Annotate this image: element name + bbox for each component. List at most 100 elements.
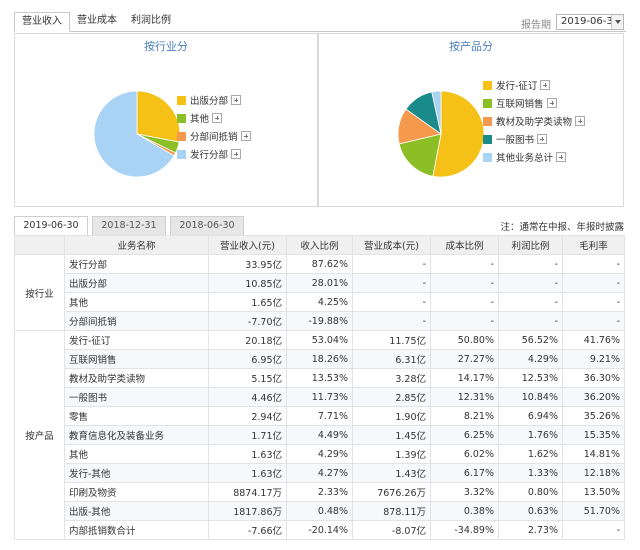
pie-slice[interactable]	[136, 90, 181, 143]
tab-2018-12-31[interactable]: 2018-12-31	[92, 216, 166, 235]
industry-panel-title: 按行业分	[144, 40, 188, 53]
value-cell: 8.21%	[430, 406, 499, 426]
value-cell: -	[352, 254, 431, 274]
expand-plus-icon[interactable]	[540, 80, 551, 90]
tab-profit-ratio[interactable]: 利润比例	[131, 15, 171, 26]
legend-item[interactable]: 分部间抵销	[177, 127, 251, 145]
table-row: 教材及助学类读物 5.15亿 13.53% 3.28亿 14.17% 12.53% 36.3…	[15, 368, 625, 388]
legend-label: 其他业务总计	[496, 153, 554, 164]
date-tab-bar: 2019-06-30 2018-12-31 2018-06-30	[14, 216, 248, 235]
value-cell: 2.85亿	[352, 387, 431, 407]
value-cell: 3.28亿	[352, 368, 431, 388]
value-cell: -	[352, 273, 431, 293]
legend-swatch	[177, 113, 186, 123]
value-cell: -	[498, 292, 563, 312]
expand-plus-icon[interactable]	[575, 116, 586, 126]
industry-panel: 按行业分 出版分部其他分部间抵销发行分部	[14, 33, 318, 207]
expand-plus-icon[interactable]	[231, 149, 242, 159]
legend-item[interactable]: 一般图书	[483, 130, 585, 148]
pie-slice[interactable]	[93, 90, 175, 178]
value-cell: 6.25%	[430, 425, 499, 445]
value-cell: 27.27%	[430, 349, 499, 369]
header-cost: 营业成本(元)	[352, 235, 431, 255]
disclosure-note: 注：通常在中报、年报时披露	[500, 222, 624, 233]
table-row: 分部间抵销 -7.70亿 -19.88% - - - -	[15, 311, 625, 331]
value-cell: 7.71%	[286, 406, 353, 426]
legend-label: 教材及助学类读物	[496, 117, 573, 128]
legend-item[interactable]: 互联网销售	[483, 94, 585, 112]
legend-item[interactable]: 其他	[177, 109, 251, 127]
business-name-cell: 其他	[64, 292, 209, 312]
tab-revenue[interactable]: 营业收入	[14, 12, 70, 32]
business-name-cell: 互联网销售	[64, 349, 209, 369]
table-row: 教育信息化及装备业务 1.71亿 4.49% 1.45亿 6.25% 1.76% 15.35…	[15, 425, 625, 445]
legend-item[interactable]: 教材及助学类读物	[483, 112, 586, 130]
legend-item[interactable]: 其他业务总计	[483, 148, 585, 166]
value-cell: 2.94亿	[208, 406, 287, 426]
table-row: 出版分部 10.85亿 28.01% - - - -	[15, 273, 625, 293]
value-cell: 13.53%	[286, 368, 353, 388]
expand-plus-icon[interactable]	[231, 95, 242, 105]
legend-item[interactable]: 发行-征订	[483, 76, 585, 94]
expand-plus-icon[interactable]	[240, 131, 251, 141]
value-cell: 36.20%	[562, 387, 625, 407]
value-cell: 878.11万	[352, 501, 431, 521]
legend-item[interactable]: 出版分部	[177, 91, 251, 109]
value-cell: 1.90亿	[352, 406, 431, 426]
tab-2019-06-30[interactable]: 2019-06-30	[14, 216, 88, 235]
table-row: 其他 1.65亿 4.25% - - - -	[15, 292, 625, 312]
value-cell: 56.52%	[498, 330, 563, 350]
legend-label: 一般图书	[496, 135, 535, 146]
value-cell: 15.35%	[562, 425, 625, 445]
value-cell: 18.26%	[286, 349, 353, 369]
value-cell: -7.70亿	[208, 311, 287, 331]
value-cell: 1.62%	[498, 444, 563, 464]
header-revenue: 营业收入(元)	[208, 235, 287, 255]
value-cell: 6.94%	[498, 406, 563, 426]
value-cell: 1.63亿	[208, 444, 287, 464]
legend-item[interactable]: 发行分部	[177, 145, 251, 163]
period-select[interactable]: 2019-06-30	[556, 14, 624, 30]
value-cell: -	[430, 292, 499, 312]
legend-label: 分部间抵销	[190, 132, 238, 143]
chevron-down-icon[interactable]	[611, 15, 623, 29]
value-cell: 7676.26万	[352, 482, 431, 502]
business-name-cell: 教材及助学类读物	[64, 368, 209, 388]
expand-plus-icon[interactable]	[537, 134, 548, 144]
pie-slice[interactable]	[431, 90, 442, 135]
legend-label: 出版分部	[190, 96, 229, 107]
tab-cost[interactable]: 营业成本	[77, 15, 117, 26]
value-cell: 0.63%	[498, 501, 563, 521]
pie-slice[interactable]	[398, 133, 442, 177]
expand-plus-icon[interactable]	[556, 152, 567, 162]
legend-label: 互联网销售	[496, 99, 544, 110]
top-tab-bar: 营业收入 营业成本 利润比例	[14, 12, 178, 32]
expand-plus-icon[interactable]	[212, 113, 223, 123]
value-cell: 6.95亿	[208, 349, 287, 369]
legend-swatch	[483, 152, 492, 162]
value-cell: 1.33%	[498, 463, 563, 483]
value-cell: 1.45亿	[352, 425, 431, 445]
business-name-cell: 出版分部	[64, 273, 209, 293]
legend-label: 其他	[190, 114, 210, 125]
segment-cell: 按产品	[14, 330, 65, 540]
table-row: 其他 1.63亿 4.29% 1.39亿 6.02% 1.62% 14.81%	[15, 444, 625, 464]
value-cell: 2.33%	[286, 482, 353, 502]
value-cell: 0.38%	[430, 501, 499, 521]
table-header-row: 业务名称 营业收入(元) 收入比例 营业成本(元) 成本比例 利润比例 毛利率	[14, 235, 625, 255]
product-legend: 发行-征订互联网销售教材及助学类读物 一般图书其他业务总计	[483, 76, 586, 166]
table-row: 按行业 发行分部 33.95亿 87.62% - - - -	[14, 254, 625, 331]
value-cell: 0.48%	[286, 501, 353, 521]
value-cell: 14.17%	[430, 368, 499, 388]
business-name-cell: 教育信息化及装备业务	[64, 425, 209, 445]
period-label: 报告期	[521, 20, 551, 31]
expand-plus-icon[interactable]	[546, 98, 557, 108]
legend-swatch	[483, 116, 492, 126]
value-cell: 3.32%	[430, 482, 499, 502]
tab-2018-06-30[interactable]: 2018-06-30	[170, 216, 244, 235]
industry-legend: 出版分部其他分部间抵销发行分部	[177, 91, 251, 163]
table-row: 内部抵销数合计 -7.66亿 -20.14% -8.07亿 -34.89% 2.73% -	[15, 520, 625, 540]
legend-swatch	[177, 149, 186, 159]
value-cell: -34.89%	[430, 520, 499, 540]
value-cell: -20.14%	[286, 520, 353, 540]
